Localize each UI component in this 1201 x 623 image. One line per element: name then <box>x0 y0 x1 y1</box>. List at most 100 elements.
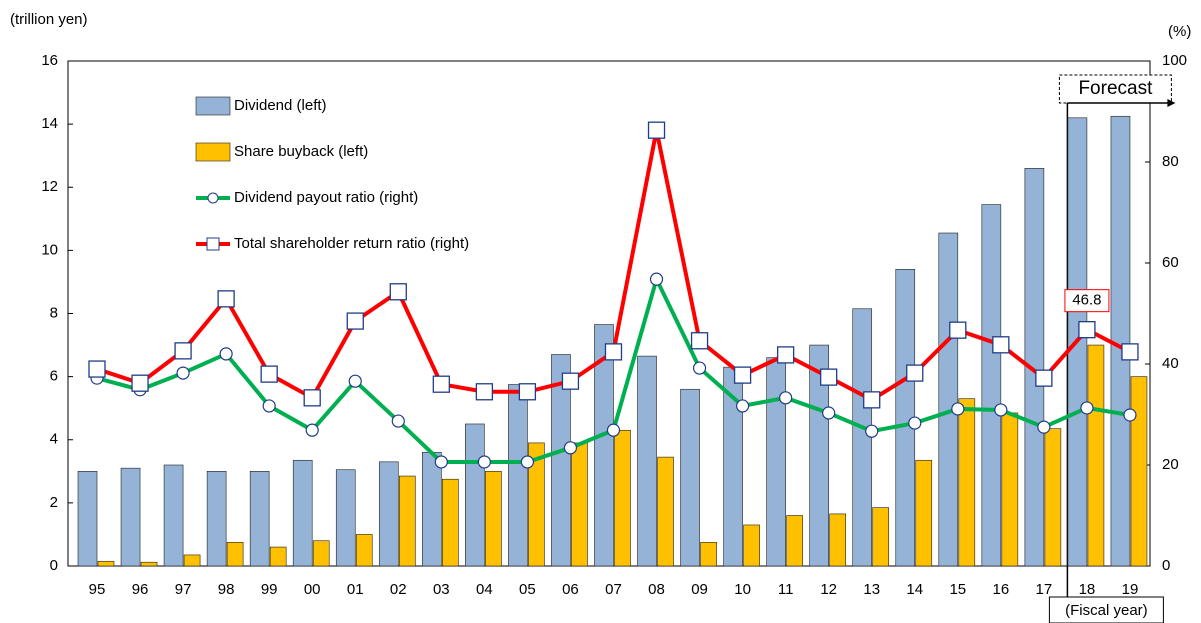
bar <box>958 398 976 567</box>
y-tick-label: 16 <box>41 52 58 69</box>
x-tick-label: 17 <box>1036 581 1053 598</box>
marker <box>1037 420 1051 434</box>
x-tick-label: 07 <box>605 581 622 598</box>
marker <box>949 321 967 339</box>
x-tick-label: 04 <box>476 581 493 598</box>
legend-swatch <box>195 96 231 116</box>
marker <box>735 399 750 413</box>
y2-tick-label: 0 <box>1162 557 1170 574</box>
bar <box>1024 168 1045 567</box>
bar <box>571 442 588 567</box>
bar <box>915 459 933 567</box>
bar <box>809 344 829 567</box>
forecast-label: Forecast <box>1078 78 1153 99</box>
x-tick-label: 12 <box>820 581 837 598</box>
bar <box>938 232 959 567</box>
marker <box>1080 401 1094 415</box>
marker <box>994 403 1008 417</box>
bar <box>120 467 141 567</box>
bar <box>77 471 98 567</box>
bar <box>852 308 873 567</box>
y-tick-label: 2 <box>50 494 58 511</box>
x-tick-label: 13 <box>863 581 880 598</box>
marker <box>906 364 924 382</box>
x-tick-label: 08 <box>648 581 665 598</box>
bar <box>378 461 399 567</box>
marker <box>389 283 407 301</box>
bar <box>1044 428 1062 567</box>
y-tick-label: 10 <box>41 241 58 258</box>
x-tick-label: 19 <box>1122 581 1139 598</box>
bar <box>140 561 158 567</box>
bar <box>1130 376 1148 567</box>
y2-tick-label: 20 <box>1162 456 1179 473</box>
marker <box>561 372 580 390</box>
marker <box>1121 343 1139 361</box>
marker <box>647 121 666 139</box>
x-tick-label: 99 <box>261 581 278 598</box>
bar <box>508 384 528 567</box>
marker <box>305 423 319 437</box>
marker <box>822 406 836 420</box>
marker <box>1035 369 1053 387</box>
x-tick-label: 15 <box>949 581 966 598</box>
x-tick-label: 00 <box>304 581 321 598</box>
marker <box>176 366 190 380</box>
bar <box>786 515 803 567</box>
x-tick-label: 02 <box>390 581 407 598</box>
bar <box>312 540 330 567</box>
bar <box>637 355 657 567</box>
bar <box>829 513 846 567</box>
x-tick-label: 05 <box>519 581 536 598</box>
marker <box>733 366 752 384</box>
bar <box>614 429 631 567</box>
bar <box>766 357 786 567</box>
marker <box>217 290 235 308</box>
y-tick-label: 0 <box>50 557 58 574</box>
marker <box>219 347 233 361</box>
y2-tick-label: 40 <box>1162 355 1179 372</box>
forecast-arrowhead <box>1167 99 1176 107</box>
marker <box>1123 408 1137 422</box>
x-tick-label: 03 <box>433 581 450 598</box>
bar <box>485 471 502 567</box>
bar <box>163 464 184 567</box>
legend-marker <box>207 192 219 204</box>
bar <box>226 542 244 567</box>
x-label-box <box>1048 596 1164 623</box>
marker <box>475 383 494 401</box>
y2-tick-label: 80 <box>1162 153 1179 170</box>
bar <box>551 354 571 567</box>
bar <box>398 475 416 567</box>
y-tick-label: 8 <box>50 304 58 321</box>
bar <box>249 471 270 567</box>
x-tick-label: 18 <box>1079 581 1096 598</box>
y-tick-label: 12 <box>41 178 58 195</box>
x-tick-label: 06 <box>562 581 579 598</box>
marker <box>434 455 448 469</box>
x-tick-label: 11 <box>778 581 794 598</box>
y-tick-label: 6 <box>50 368 58 385</box>
bar <box>1110 115 1131 567</box>
y-tick-label: 14 <box>41 115 58 132</box>
marker <box>88 360 106 378</box>
bar <box>680 388 700 567</box>
bar <box>97 560 115 567</box>
y2-tick-label: 60 <box>1162 254 1179 271</box>
bar <box>700 542 717 567</box>
marker <box>865 424 879 438</box>
bar <box>335 469 356 567</box>
x-tick-label: 97 <box>175 581 192 598</box>
legend-label: Dividend (left) <box>234 97 327 114</box>
marker <box>131 374 149 392</box>
marker <box>303 389 321 407</box>
marker <box>262 399 276 413</box>
marker <box>391 414 405 428</box>
bar <box>183 554 201 567</box>
marker <box>951 402 965 416</box>
legend-marker <box>206 237 220 251</box>
x-tick-label: 16 <box>992 581 1009 598</box>
bar <box>743 524 760 567</box>
legend-swatch <box>195 142 231 162</box>
x-tick-label: 95 <box>89 581 106 598</box>
